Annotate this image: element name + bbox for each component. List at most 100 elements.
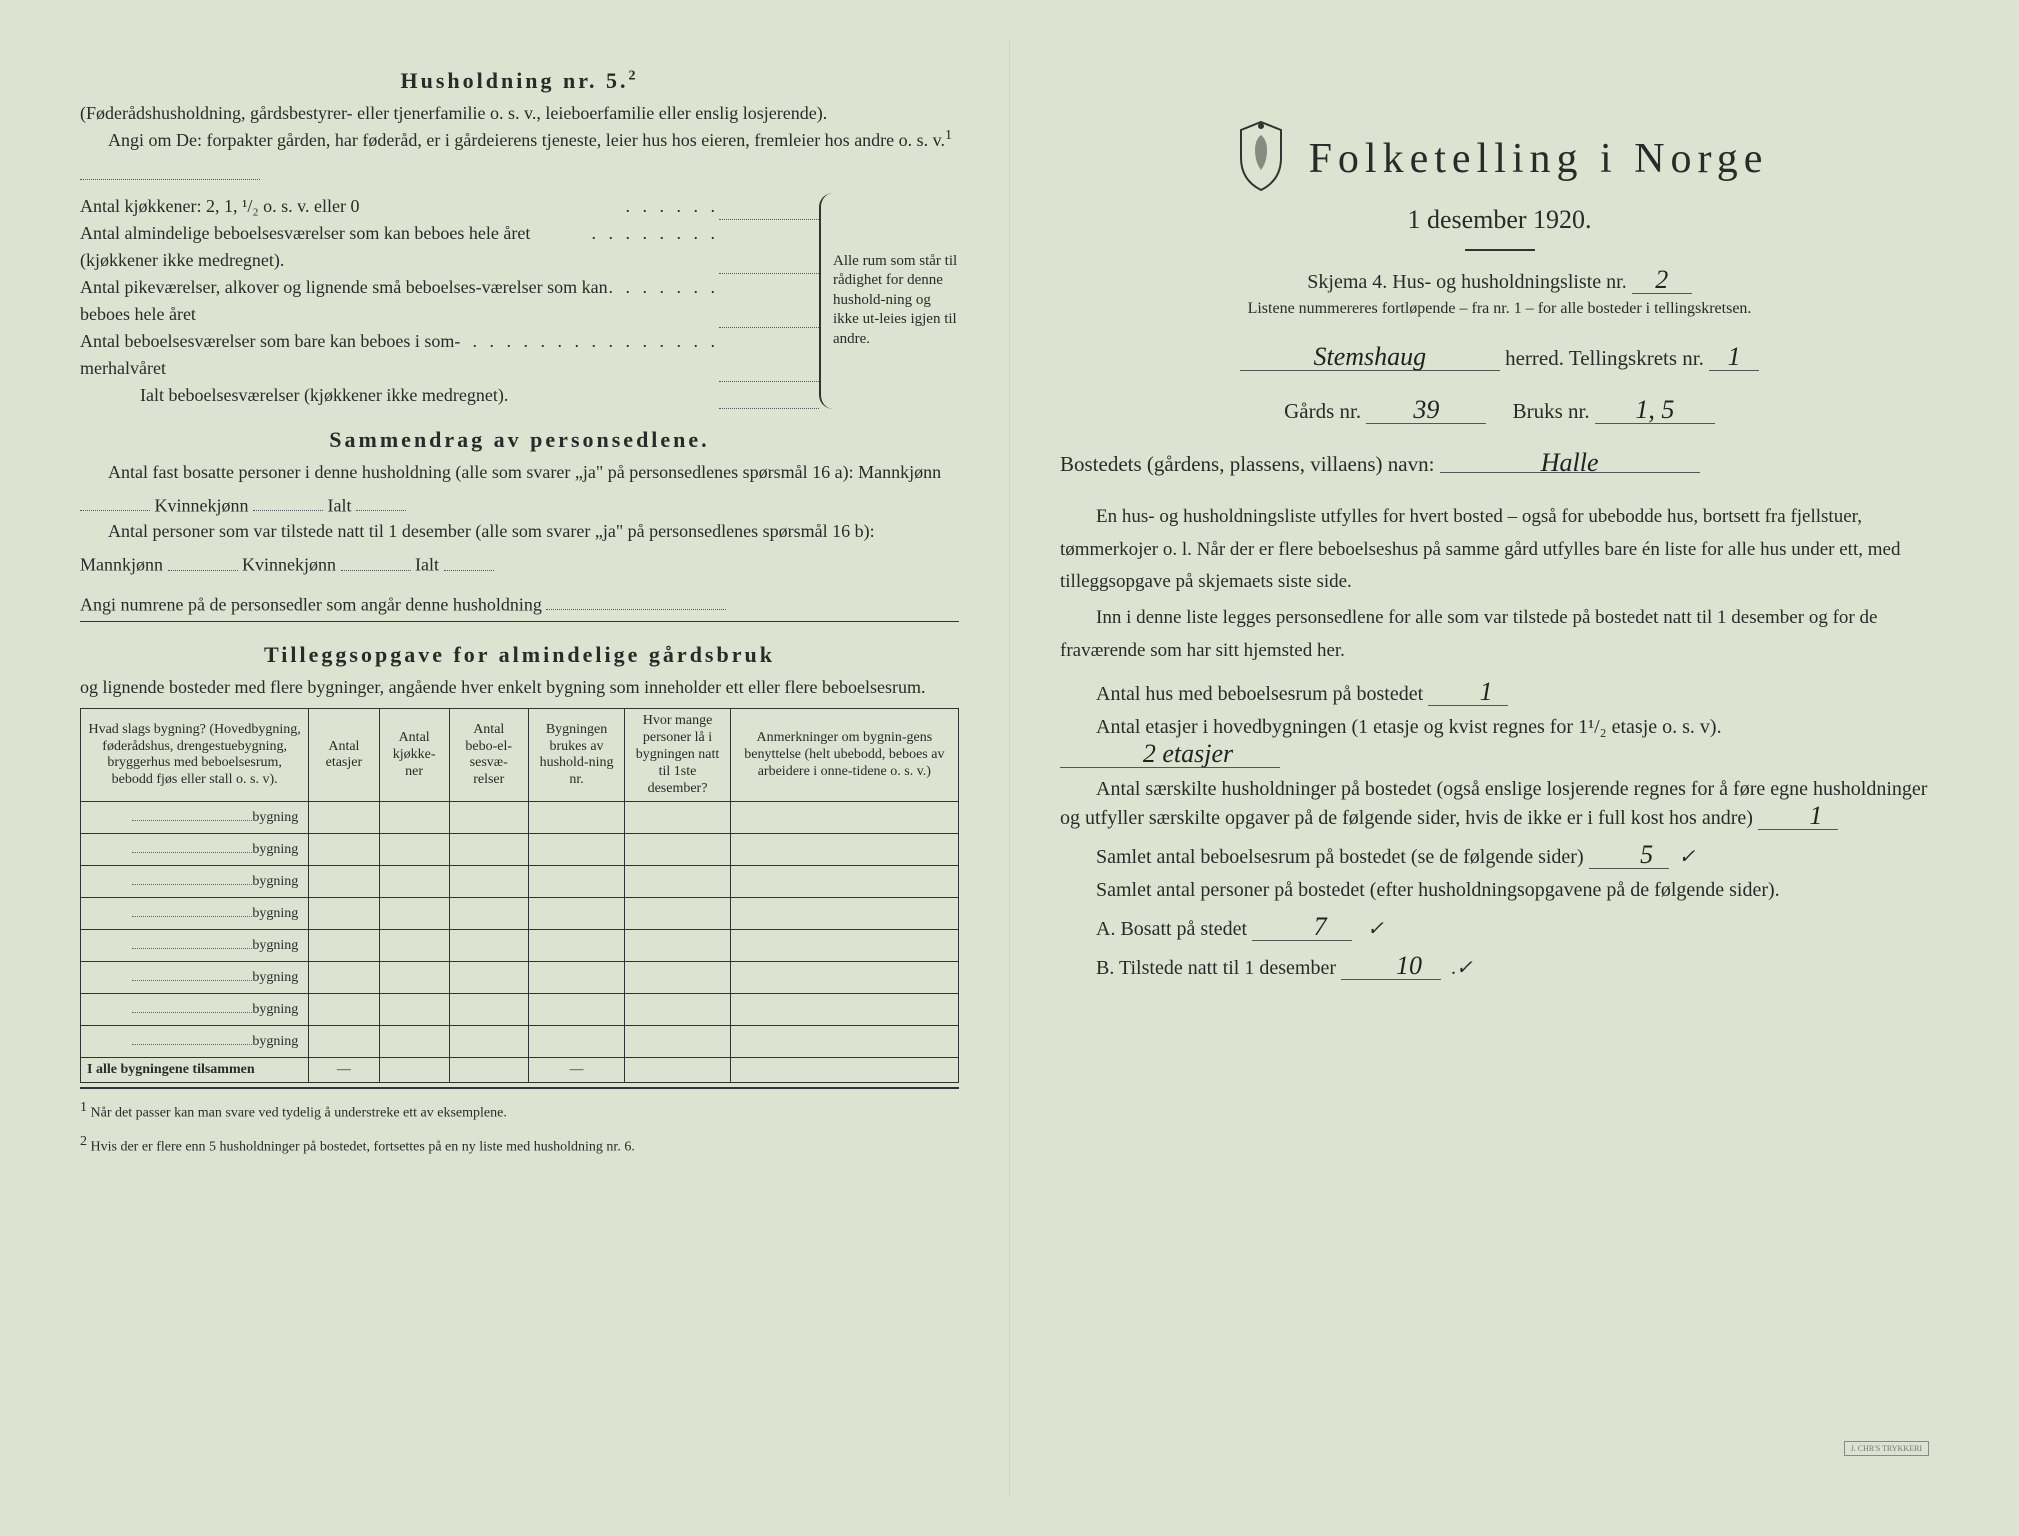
table-cell: [379, 802, 449, 834]
bygning-cell: bygning: [81, 898, 309, 930]
kjokken-row: Antal kjøkkener: 2, 1, ¹/₂ o. s. v. elle…: [80, 193, 819, 220]
samlet-rum-row: Samlet antal beboelsesrum på bostedet (s…: [1060, 840, 1939, 869]
table-row: bygning: [81, 1026, 959, 1058]
title-wrap: Folketelling i Norge: [1060, 120, 1939, 197]
main-title: Folketelling i Norge: [1309, 135, 1769, 183]
table-total-label: I alle bygningene tilsammen: [81, 1058, 309, 1083]
table-cell: [309, 898, 379, 930]
footnote-2: 2 Hvis der er flere enn 5 husholdninger …: [80, 1133, 959, 1157]
room-label-0: Antal almindelige beboelsesværelser som …: [80, 220, 592, 274]
samlet-rum-label: Samlet antal beboelsesrum på bostedet (s…: [1096, 846, 1584, 868]
table-cell: [730, 1026, 958, 1058]
table-cell: [730, 962, 958, 994]
rooms-total-label: Ialt beboelsesværelser (kjøkkener ikke m…: [80, 382, 719, 409]
tilstede-label: B. Tilstede natt til 1 desember: [1096, 957, 1336, 979]
gards-label: Gårds nr.: [1284, 399, 1361, 423]
table-row: bygning: [81, 994, 959, 1026]
table-cell: [309, 866, 379, 898]
table-cell: [625, 994, 730, 1026]
etasjer-row: Antal etasjer i hovedbygningen (1 etasje…: [1060, 716, 1939, 768]
table-cell: [730, 834, 958, 866]
table-cell: [449, 1026, 528, 1058]
dots: . . . . . . . .: [592, 220, 720, 274]
table-cell: [449, 802, 528, 834]
table-row: bygning: [81, 930, 959, 962]
samlet-pers-label: Samlet antal personer på bostedet (efter…: [1096, 879, 1780, 901]
bosatt-value: 7: [1252, 912, 1352, 941]
table-cell: [528, 930, 625, 962]
samm-line2: Antal personer som var tilstede natt til…: [80, 518, 959, 578]
angi-fill: [80, 153, 260, 179]
husholdninger-value: 1: [1758, 801, 1838, 830]
angi-sup: 1: [945, 128, 952, 143]
husholdning-sup: 2: [629, 69, 639, 84]
husholdning-sub: (Føderådshusholdning, gårdsbestyrer- ell…: [80, 100, 959, 126]
herred-label: herred. Tellingskrets nr.: [1505, 346, 1704, 370]
hr-short: [1465, 249, 1535, 251]
bygning-cell: bygning: [81, 962, 309, 994]
bosted-row: Bostedets (gårdens, plassens, villaens) …: [1060, 444, 1939, 479]
samm-kvinne1: Kvinnekjønn: [155, 495, 249, 515]
dots: . . . . . . .: [609, 274, 720, 328]
table-cell: [528, 802, 625, 834]
rooms-brace-group: Antal kjøkkener: 2, 1, ¹/₂ o. s. v. elle…: [80, 193, 959, 409]
tillegg-sub: og lignende bosteder med flere bygninger…: [80, 674, 959, 700]
room-row-0: Antal almindelige beboelsesværelser som …: [80, 220, 819, 274]
table-cell: [625, 1026, 730, 1058]
body-paragraphs: En hus- og husholdningsliste utfylles fo…: [1060, 501, 1939, 666]
etasjer-label: Antal etasjer i hovedbygningen (1 etasje…: [1096, 716, 1722, 738]
herred-row: Stemshaug herred. Tellingskrets nr. 1: [1060, 342, 1939, 371]
table-cell: [379, 994, 449, 1026]
table-cell: [449, 834, 528, 866]
dots: . . . . . .: [626, 193, 720, 220]
table-row: bygning: [81, 834, 959, 866]
samm-kvinne2-fill: [341, 544, 411, 570]
bosted-label: Bostedets (gårdens, plassens, villaens) …: [1060, 452, 1434, 476]
table-cell: [379, 930, 449, 962]
samlet-rum-value: 5: [1589, 840, 1669, 869]
samm-mann1-fill: [80, 485, 150, 511]
check-2: ✓: [1367, 918, 1384, 940]
table-cell: [379, 866, 449, 898]
table-cell: [528, 898, 625, 930]
listene-note: Listene nummereres fortløpende – fra nr.…: [1060, 300, 1939, 318]
rooms-total-fill: [719, 382, 819, 409]
samm-mann2-fill: [168, 544, 238, 570]
kjokken-fill: [719, 193, 819, 220]
room-label-1: Antal pikeværelser, alkover og lignende …: [80, 274, 609, 328]
table-cell: [528, 994, 625, 1026]
skjema-nr: 2: [1632, 265, 1692, 294]
bygning-cell: bygning: [81, 802, 309, 834]
samm-ialt1: Ialt: [328, 495, 352, 515]
table-cell: [625, 962, 730, 994]
table-cell: [379, 898, 449, 930]
total-cell-5: [625, 1058, 730, 1083]
check-3: ✓: [1456, 957, 1473, 979]
table-row: bygning: [81, 866, 959, 898]
samlet-pers-row: Samlet antal personer på bostedet (efter…: [1060, 879, 1939, 902]
room-row-1: Antal pikeværelser, alkover og lignende …: [80, 274, 819, 328]
etasjer-value: 2 etasjer: [1060, 739, 1280, 768]
bygning-cell: bygning: [81, 930, 309, 962]
footnote-1: 1 Når det passer kan man svare ved tydel…: [80, 1099, 959, 1123]
samm-line1-text: Antal fast bosatte personer i denne hush…: [108, 462, 941, 482]
table-cell: [309, 802, 379, 834]
dots: . . . . . . . . . . . . . . .: [473, 328, 720, 382]
table-cell: [625, 866, 730, 898]
table-cell: [379, 962, 449, 994]
gards-row: Gårds nr. 39 Bruks nr. 1, 5: [1060, 395, 1939, 424]
table-cell: [625, 930, 730, 962]
angi-numrene-row: Angi numrene på de personsedler som angå…: [80, 584, 959, 622]
th-6: Anmerkninger om bygnin-gens benyttelse (…: [730, 709, 958, 802]
right-page: Folketelling i Norge 1 desember 1920. Sk…: [1010, 40, 1989, 1496]
crest-icon: [1231, 120, 1291, 197]
husholdning-title: Husholdning nr. 5.2: [80, 68, 959, 94]
table-cell: [625, 898, 730, 930]
bygning-cell: bygning: [81, 1026, 309, 1058]
table-cell: [730, 898, 958, 930]
rooms-total-row: Ialt beboelsesværelser (kjøkkener ikke m…: [80, 382, 819, 409]
bosatt-row: A. Bosatt på stedet 7 ✓: [1060, 912, 1939, 941]
tilstede-value: 10: [1341, 951, 1441, 980]
left-page: Husholdning nr. 5.2 (Føderådshusholdning…: [30, 40, 1010, 1496]
th-1: Antal etasjer: [309, 709, 379, 802]
